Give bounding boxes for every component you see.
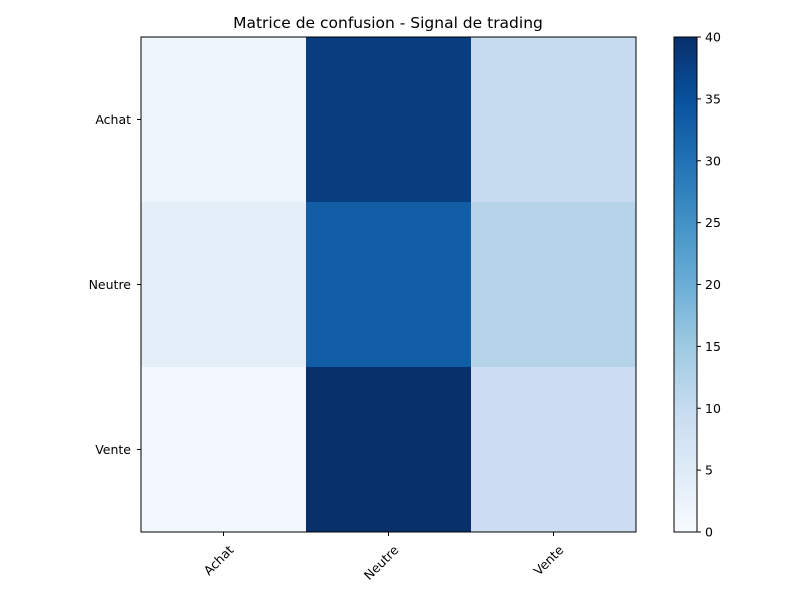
- y-tick-label: Vente: [95, 442, 131, 457]
- heatmap-cell: [306, 37, 472, 203]
- colorbar-tick-label: 20: [705, 277, 721, 292]
- heatmap-cell: [306, 202, 472, 368]
- colorbar-gradient: [673, 36, 698, 533]
- heatmap-cell: [471, 202, 637, 368]
- colorbar-tick-label: 10: [705, 401, 721, 416]
- colorbar-tick-label: 40: [705, 30, 721, 45]
- y-axis: Achat Neutre Vente: [89, 112, 141, 457]
- heatmap-cell: [471, 37, 637, 203]
- chart-title: Matrice de confusion - Signal de trading: [233, 14, 543, 32]
- x-axis: Achat Neutre Vente: [201, 532, 567, 583]
- colorbar: 0 5 10 15 20 25 30 35 40: [673, 30, 721, 540]
- colorbar-tick-label: 15: [705, 339, 721, 354]
- heatmap-cell: [141, 202, 307, 368]
- heatmap-cell: [141, 367, 307, 533]
- heatmap-cell: [306, 367, 472, 533]
- colorbar-tick-label: 5: [705, 463, 713, 478]
- colorbar-tick-label: 30: [705, 153, 721, 168]
- colorbar-tick-label: 25: [705, 215, 721, 230]
- colorbar-tick-label: 0: [705, 525, 713, 540]
- y-tick-label: Achat: [95, 112, 131, 127]
- heatmap-cell: [141, 37, 307, 203]
- x-tick-label: Achat: [201, 542, 237, 578]
- colorbar-tick-label: 35: [705, 91, 721, 106]
- x-tick-label: Neutre: [361, 542, 402, 583]
- y-tick-label: Neutre: [89, 277, 132, 292]
- x-tick-label: Vente: [530, 542, 566, 578]
- heatmap-cell: [471, 367, 637, 533]
- heatmap-cells: [141, 37, 637, 533]
